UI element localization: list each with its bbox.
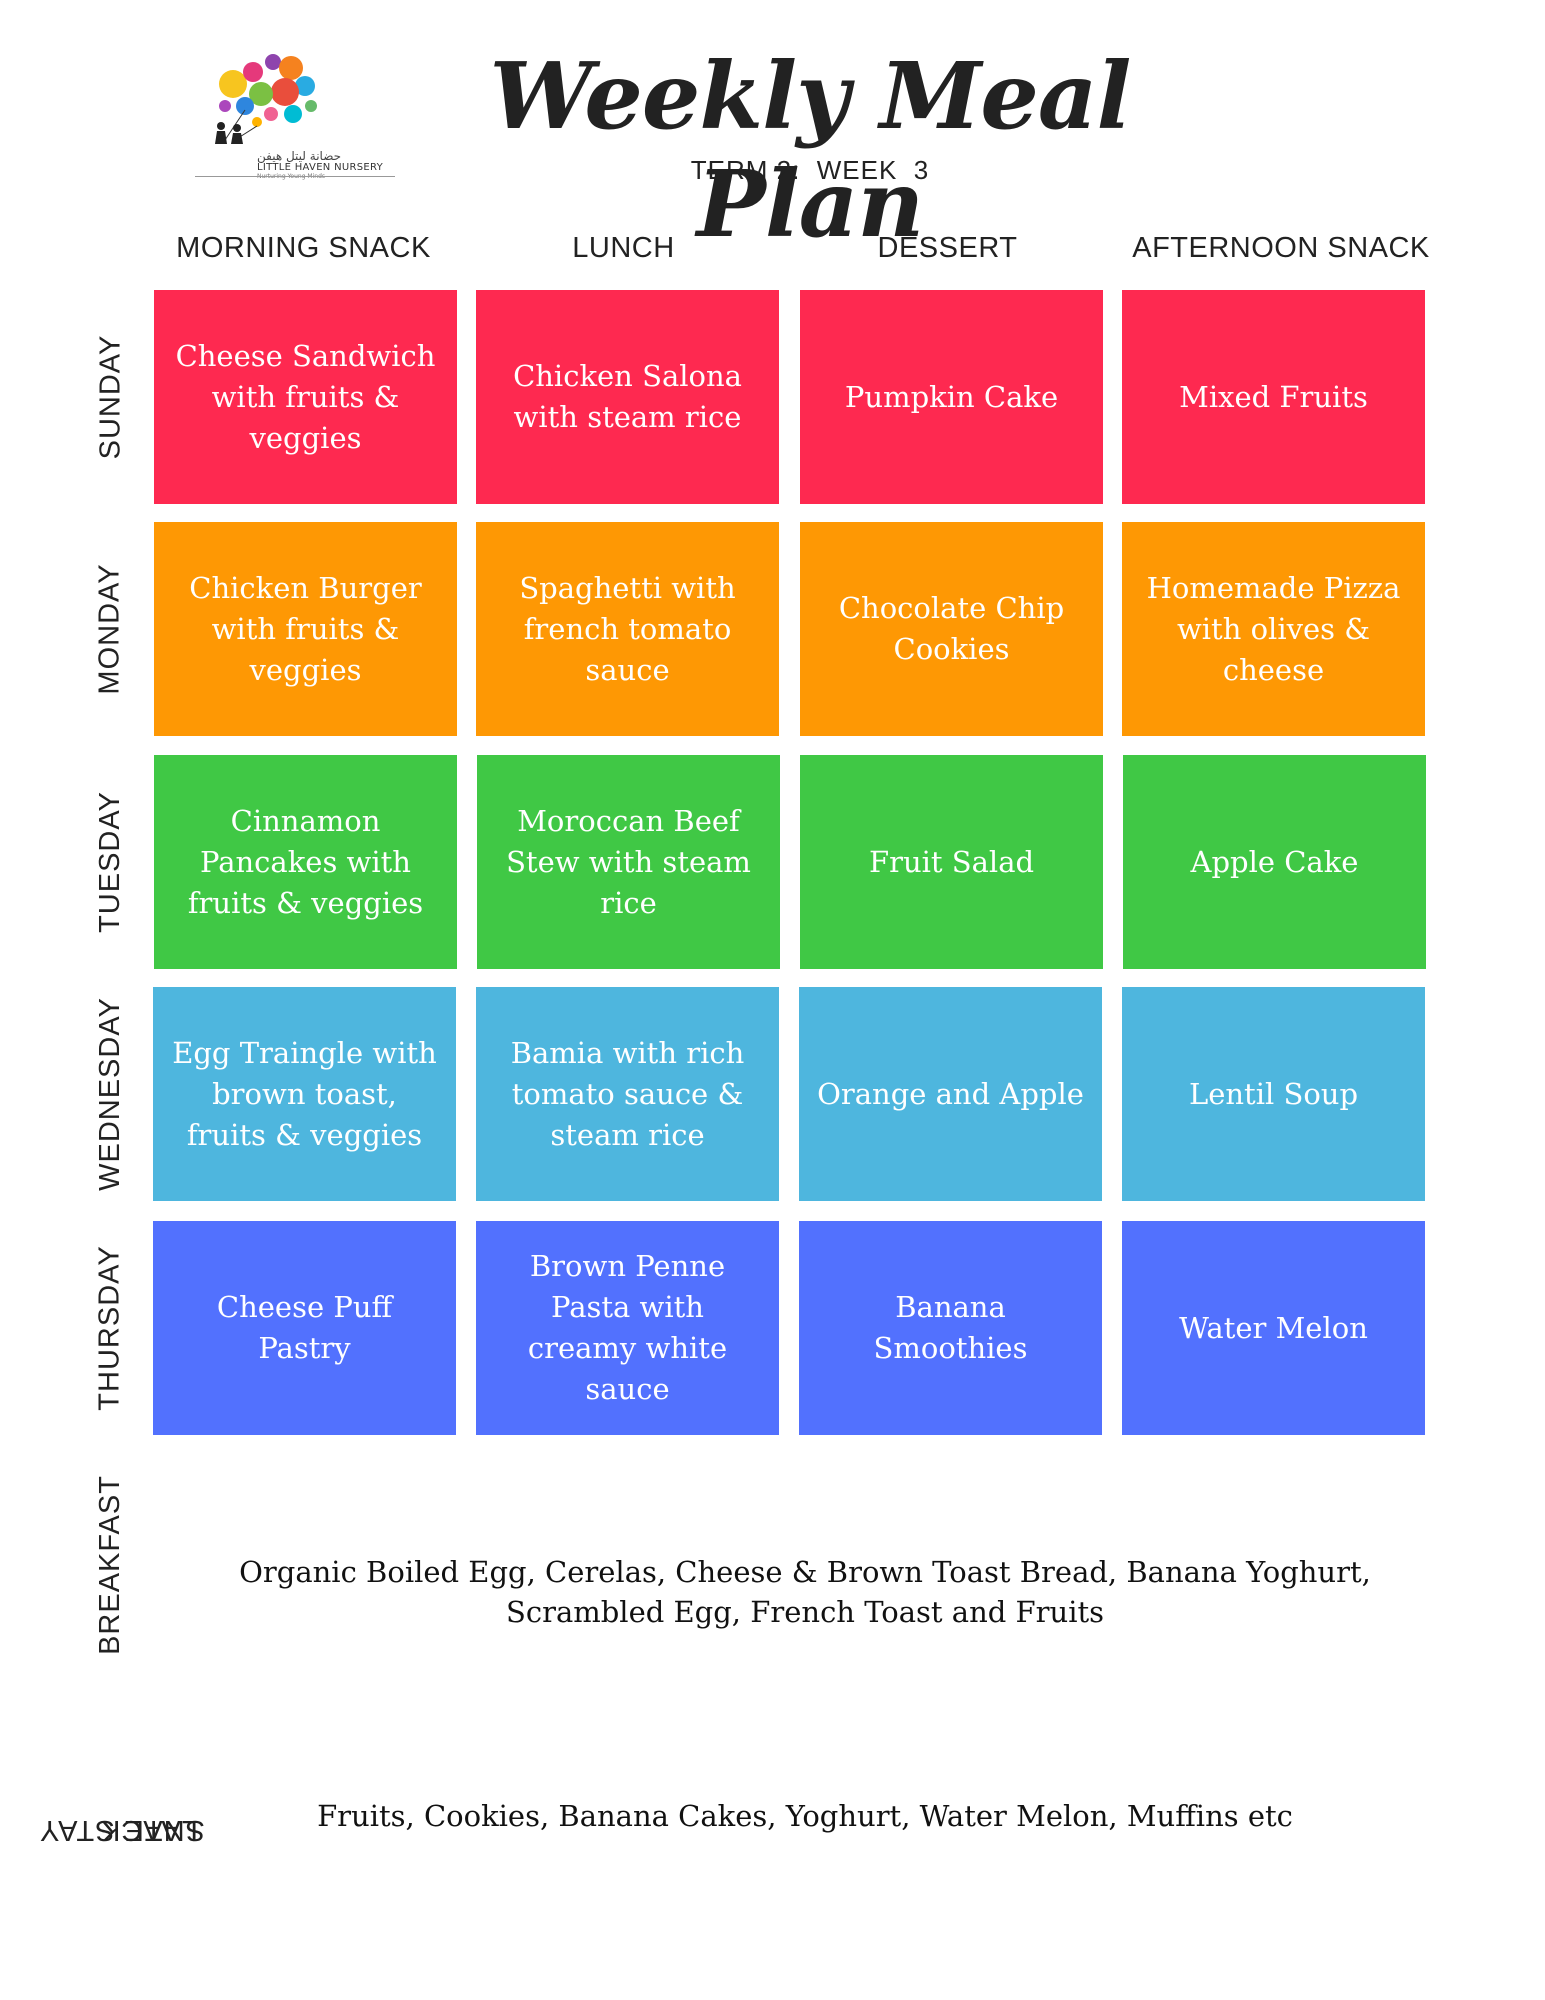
- row-label-breakfast: BREAKFAST: [94, 1475, 127, 1655]
- page-title: Weekly Meal Plan: [489, 42, 1132, 258]
- late-stay-snack-text: Fruits, Cookies, Banana Cakes, Yoghurt, …: [317, 1799, 1293, 1833]
- meal-cell-sunday-dessert: Pumpkin Cake: [800, 290, 1103, 504]
- meal-cell-wednesday-dessert: Orange and Apple: [799, 987, 1102, 1201]
- column-header-afternoon-snack: AFTERNOON SNACK: [1132, 232, 1430, 264]
- column-header-dessert: DESSERT: [877, 232, 1018, 264]
- meal-cell-thursday-morning-snack: Cheese Puff Pastry: [153, 1221, 456, 1435]
- meal-cell-tuesday-lunch: Moroccan Beef Stew with steam rice: [477, 755, 780, 969]
- logo-name-arabic: حضانة ليتل هيفن: [257, 149, 342, 163]
- meal-cell-thursday-afternoon-snack: Water Melon: [1122, 1221, 1425, 1435]
- meal-cell-monday-dessert: Chocolate Chip Cookies: [800, 522, 1103, 736]
- page-subtitle: TERM 2: WEEK 3: [690, 155, 930, 185]
- row-label-thursday: THURSDAY: [94, 1245, 126, 1411]
- meal-cell-sunday-afternoon-snack: Mixed Fruits: [1122, 290, 1425, 504]
- meal-cell-monday-lunch: Spaghetti with french tomato sauce: [476, 522, 779, 736]
- meal-cell-thursday-dessert: Banana Smoothies: [799, 1221, 1102, 1435]
- logo-name-english: LITTLE HAVEN NURSERY: [257, 162, 383, 173]
- meal-cell-monday-afternoon-snack: Homemade Pizza with olives & cheese: [1122, 522, 1425, 736]
- row-label-sunday: SUNDAY: [94, 334, 126, 460]
- breakfast-menu-text: Organic Boiled Egg, Cerelas, Cheese & Br…: [239, 1555, 1371, 1629]
- meal-cell-monday-morning-snack: Chicken Burger with fruits & veggies: [154, 522, 457, 736]
- balloon-cluster-icon: [215, 54, 317, 144]
- meal-cell-wednesday-lunch: Bamia with rich tomato sauce & steam ric…: [476, 987, 779, 1201]
- meal-cell-wednesday-afternoon-snack: Lentil Soup: [1122, 987, 1425, 1201]
- meal-cell-tuesday-dessert: Fruit Salad: [800, 755, 1103, 969]
- column-header-morning-snack: MORNING SNACK: [176, 232, 431, 264]
- meal-cell-thursday-lunch: Brown Penne Pasta with creamy white sauc…: [476, 1221, 779, 1435]
- nursery-logo: حضانة ليتل هيفن LITTLE HAVEN NURSERY Nur…: [195, 48, 405, 188]
- logo-underline: [195, 176, 395, 177]
- meal-cell-sunday-lunch: Chicken Salona with steam rice: [476, 290, 779, 504]
- logo-tagline: Nurturing Young Minds: [257, 173, 397, 181]
- meal-cell-tuesday-afternoon-snack: Apple Cake: [1123, 755, 1426, 969]
- row-label-monday: MONDAY: [94, 563, 127, 695]
- row-label-wednesday: WEDNESDAY: [94, 997, 127, 1191]
- row-label-tuesday: TUESDAY: [94, 791, 127, 933]
- meal-cell-tuesday-morning-snack: Cinnamon Pancakes with fruits & veggies: [154, 755, 457, 969]
- column-header-lunch: LUNCH: [572, 232, 675, 264]
- meal-cell-sunday-morning-snack: Cheese Sandwich with fruits & veggies: [154, 290, 457, 504]
- meal-cell-wednesday-morning-snack: Egg Traingle with brown toast, fruits & …: [153, 987, 456, 1201]
